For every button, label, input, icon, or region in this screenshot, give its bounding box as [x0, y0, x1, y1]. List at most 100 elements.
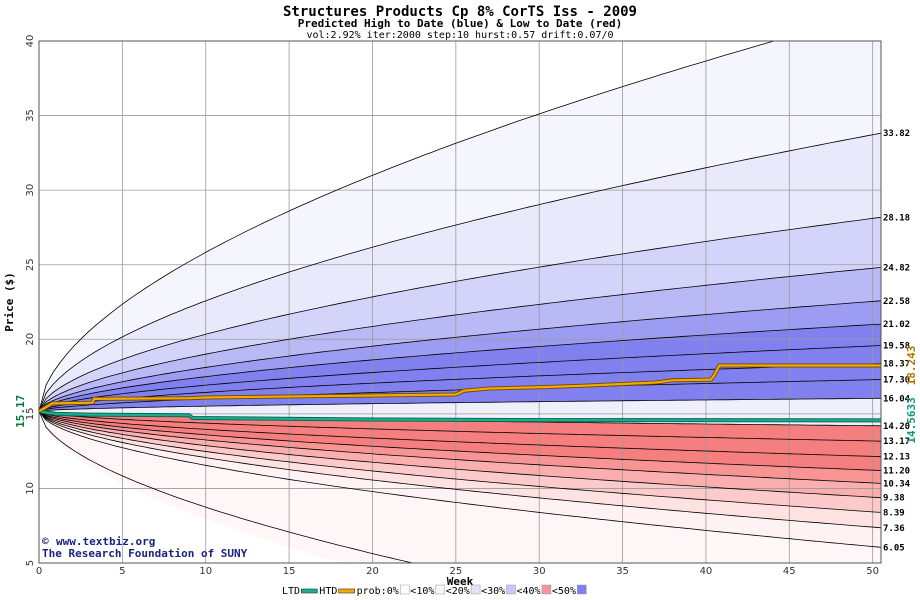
probability-bands	[39, 41, 881, 563]
curve-end-label: 33.82	[883, 129, 910, 139]
curve-end-label: 9.38	[883, 494, 905, 504]
legend-swatch	[400, 584, 410, 595]
upper-band	[39, 41, 881, 412]
x-tick-label: 5	[119, 566, 125, 577]
lower-band	[39, 411, 881, 498]
legend-label: <40%	[517, 586, 541, 597]
lower-band	[39, 411, 881, 457]
upper-band	[39, 267, 881, 412]
y-axis-label: Price ($)	[3, 272, 16, 332]
lower-curve	[39, 410, 881, 471]
copyright-icon: ©	[42, 535, 49, 548]
upper-curve	[39, 323, 881, 412]
legend-line-swatch	[300, 588, 318, 594]
legend-line-swatch	[338, 588, 355, 594]
curve-end-label: 16.04	[883, 394, 911, 404]
legend-label: <50%	[552, 586, 576, 597]
lower-curve	[39, 411, 881, 529]
legend-swatch	[506, 584, 516, 595]
x-tick-label: 20	[366, 566, 379, 577]
upper-curve	[39, 397, 881, 412]
upper-band	[39, 133, 881, 412]
legend-label: <10%	[410, 586, 434, 597]
y-tick-label: 35	[25, 109, 36, 122]
x-tick-label: 15	[283, 566, 296, 577]
x-tick-labels: 0 5 10 15 20 25 30 35 40 45 50	[36, 566, 879, 577]
upper-curve	[39, 300, 881, 412]
plot-frame	[38, 40, 882, 564]
upper-curve	[39, 132, 881, 412]
upper-curve	[39, 267, 881, 412]
lower-curve	[39, 410, 881, 442]
upper-band	[39, 300, 881, 412]
outer-lower-curve	[39, 411, 415, 563]
series-lines	[37, 363, 882, 423]
curve-end-label: 19.58	[883, 342, 910, 352]
lower-band	[39, 411, 881, 484]
y-tick-label: 25	[25, 258, 36, 271]
y-tick-label: 20	[25, 333, 36, 346]
legend-swatch	[577, 584, 587, 595]
y-tick-label: 10	[25, 482, 36, 495]
x-tick-label: 25	[449, 566, 462, 577]
lower-curve	[39, 410, 881, 458]
lower-band	[39, 411, 881, 548]
chart-subtitle: Predicted High to Date (blue) & Low to D…	[298, 17, 623, 30]
curve-end-label: 10.34	[883, 479, 911, 489]
x-tick-label: 30	[533, 566, 546, 577]
y-tick-label: 5	[25, 560, 36, 566]
y-tick-labels: 5 10 15 20 25 30 35 40	[25, 35, 36, 567]
curve-end-label: 13.17	[883, 437, 910, 447]
htd-line	[38, 364, 881, 413]
chart-title: Structures Products Cp 8% CorTS Iss - 20…	[283, 4, 637, 20]
y-tick-label: 15	[25, 407, 36, 420]
outer-lower-band	[39, 411, 881, 563]
curve-end-label: 7.36	[883, 524, 905, 534]
x-tick-label: 45	[783, 566, 796, 577]
ltd-line	[38, 410, 882, 422]
x-tick-label: 0	[36, 566, 42, 577]
curve-end-label: 21.02	[883, 320, 910, 330]
legend-label: <30%	[481, 586, 505, 597]
curve-end-label: 22.58	[883, 297, 910, 307]
credit-org: The Research Foundation of SUNY	[42, 547, 248, 560]
grid-lines	[39, 41, 881, 563]
lower-curve	[39, 410, 881, 499]
upper-curve	[39, 345, 881, 412]
legend-swatch	[435, 584, 445, 595]
curve-end-label: 28.18	[883, 213, 910, 223]
curve-end-labels: 33.82 28.18 24.82 22.58 21.02 19.58 18.37 17.30…	[883, 129, 911, 553]
upper-band	[39, 363, 881, 412]
curve-end-label: 11.20	[883, 467, 910, 477]
upper-band	[39, 345, 881, 412]
htd-end-label: 18.243	[905, 346, 918, 386]
curve-end-label: 18.37	[883, 360, 910, 370]
upper-curve	[39, 216, 881, 412]
curve-end-label: 14.20	[883, 422, 910, 432]
lower-band	[39, 411, 881, 528]
curve-end-label: 6.05	[883, 543, 905, 553]
legend-label: LTD	[282, 586, 300, 597]
upper-curve	[39, 41, 776, 412]
y-tick-label: 40	[25, 35, 36, 48]
x-tick-label: 10	[199, 566, 212, 577]
start-price-label: 15.17	[14, 395, 27, 428]
upper-band	[39, 379, 881, 412]
lower-curve	[39, 410, 881, 484]
x-tick-label: 35	[616, 566, 629, 577]
lower-band	[39, 411, 881, 471]
credit-url: www.textbiz.org	[56, 535, 155, 548]
lower-curve	[39, 411, 881, 513]
legend-swatch	[470, 584, 481, 595]
y-tick-label: 30	[25, 184, 36, 197]
credit-block: © www.textbiz.org The Research Foundatio…	[42, 535, 248, 560]
curve-end-label: 12.13	[883, 453, 910, 463]
upper-band	[39, 324, 881, 412]
lower-curve	[39, 411, 881, 548]
upper-curve	[39, 363, 881, 412]
curve-end-label: 17.30	[883, 376, 910, 386]
x-tick-label: 50	[866, 566, 879, 577]
legend-swatch	[541, 584, 552, 595]
